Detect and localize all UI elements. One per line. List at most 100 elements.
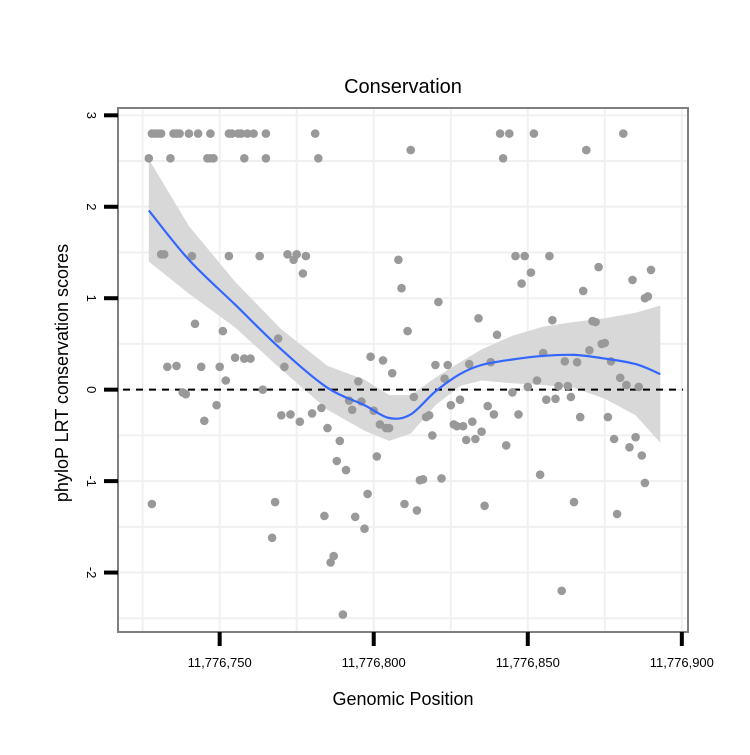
- data-point: [190, 319, 200, 329]
- data-point: [387, 368, 397, 378]
- data-point: [551, 394, 560, 404]
- data-point: [277, 411, 286, 420]
- data-point: [236, 129, 246, 138]
- data-point: [224, 251, 234, 261]
- data-point: [163, 362, 172, 372]
- data-point: [212, 400, 221, 410]
- data-point: [600, 338, 610, 348]
- data-point: [468, 417, 477, 427]
- data-point: [406, 145, 416, 155]
- data-point: [637, 451, 647, 460]
- data-point: [338, 610, 348, 619]
- data-point: [609, 434, 619, 444]
- x-tick-label: 11,776,900: [650, 655, 714, 670]
- data-point: [505, 129, 514, 138]
- data-point: [209, 154, 218, 163]
- data-point: [206, 129, 215, 138]
- y-tick-label: 1: [84, 295, 99, 302]
- data-point: [181, 389, 191, 399]
- data-point: [156, 129, 166, 138]
- data-point: [375, 420, 385, 429]
- data-point: [329, 551, 339, 561]
- data-point: [622, 380, 631, 390]
- data-point: [418, 475, 428, 484]
- data-point: [196, 362, 206, 372]
- data-point: [615, 373, 625, 383]
- data-point: [477, 427, 486, 437]
- x-axis: 11,776,750 11,776,800 11,776,850 11,776,900: [188, 632, 714, 670]
- data-point: [458, 421, 468, 431]
- data-point: [508, 388, 517, 397]
- data-point: [492, 330, 502, 340]
- data-point: [350, 512, 360, 522]
- data-point: [446, 400, 456, 410]
- data-point: [455, 395, 465, 405]
- data-point: [240, 154, 249, 163]
- data-point: [215, 362, 224, 372]
- data-point: [520, 251, 529, 261]
- data-point: [474, 314, 483, 323]
- data-point: [363, 489, 372, 499]
- data-point: [578, 286, 588, 296]
- data-point: [286, 410, 295, 419]
- data-point: [640, 478, 650, 488]
- data-point: [452, 421, 462, 431]
- data-point: [526, 268, 536, 277]
- data-point: [514, 410, 523, 419]
- data-point: [532, 376, 542, 385]
- data-point: [298, 269, 308, 278]
- data-point: [424, 411, 434, 420]
- x-tick-label: 11,776,800: [342, 655, 406, 670]
- data-point: [243, 129, 252, 138]
- data-point: [175, 129, 184, 138]
- data-point: [261, 129, 271, 138]
- data-point: [347, 405, 357, 415]
- data-point: [628, 275, 637, 285]
- data-point: [200, 416, 209, 426]
- data-point: [341, 465, 351, 475]
- data-point: [631, 432, 640, 442]
- data-point: [292, 250, 302, 259]
- data-point: [301, 251, 311, 261]
- x-tick-label: 11,776,750: [188, 655, 252, 670]
- y-tick-label: 2: [84, 203, 99, 210]
- data-point: [394, 255, 403, 265]
- data-point: [144, 154, 154, 163]
- data-point: [230, 353, 240, 363]
- data-point: [594, 262, 603, 272]
- data-point: [372, 452, 382, 461]
- data-point: [498, 154, 508, 163]
- data-point: [412, 506, 422, 515]
- data-point: [437, 474, 446, 483]
- data-point: [535, 470, 545, 480]
- confidence-ribbon: [148, 159, 661, 443]
- data-point: [612, 509, 622, 519]
- data-point: [314, 154, 323, 163]
- y-tick-label: -2: [84, 567, 99, 579]
- data-point: [443, 360, 453, 370]
- data-point: [354, 377, 363, 386]
- data-point: [619, 129, 628, 138]
- data-point: [400, 499, 409, 509]
- trend-line: [147, 209, 661, 420]
- data-point: [184, 129, 194, 138]
- data-point: [428, 431, 437, 440]
- data-point: [317, 403, 326, 413]
- chart-title: Conservation: [344, 76, 462, 98]
- data-point: [240, 354, 249, 363]
- data-point: [295, 417, 305, 427]
- data-point: [166, 154, 175, 163]
- data-point: [431, 360, 440, 370]
- data-point: [483, 401, 493, 411]
- data-point: [572, 357, 582, 367]
- data-point: [563, 381, 573, 391]
- data-point: [258, 385, 268, 395]
- data-point: [147, 499, 157, 509]
- data-point: [283, 250, 292, 259]
- data-point: [159, 250, 169, 259]
- panel-border: [117, 107, 689, 633]
- data-point: [187, 251, 197, 261]
- data-point: [227, 129, 237, 138]
- data-point: [501, 441, 511, 450]
